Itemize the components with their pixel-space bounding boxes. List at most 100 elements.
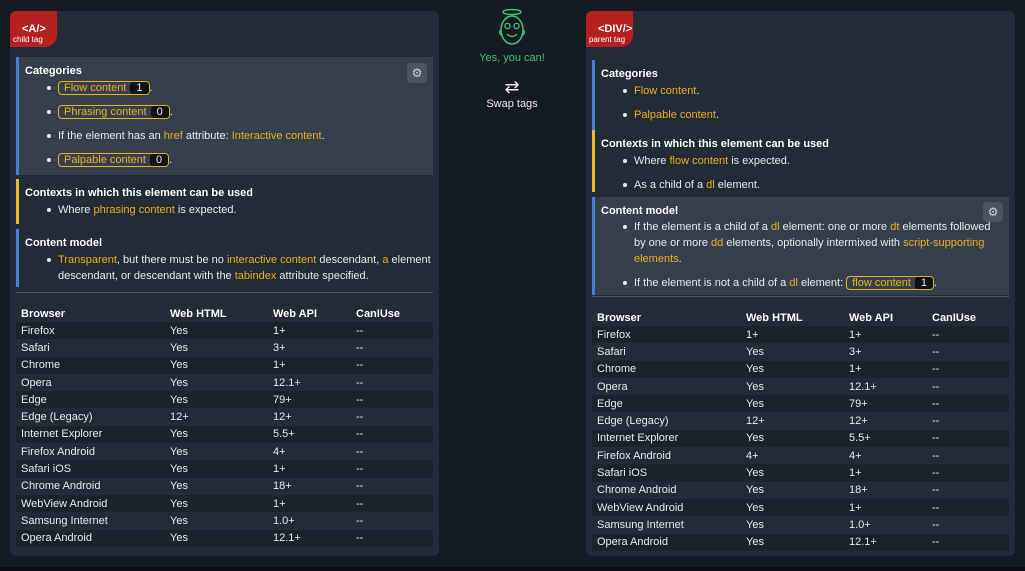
table-cell: --	[351, 512, 433, 530]
list-item: If the element is a child of a dl elemen…	[601, 219, 1009, 267]
table-cell: 1+	[268, 322, 351, 340]
table-row: Opera Yes 12.1+ --	[16, 373, 433, 392]
contexts-section: Contexts in which this element can be us…	[16, 179, 433, 224]
table-cell: Safari	[592, 343, 741, 361]
table-cell: Edge (Legacy)	[16, 408, 165, 426]
dl-link[interactable]: dl	[770, 221, 780, 233]
gear-icon[interactable]: ⚙	[983, 202, 1003, 222]
table-row: WebView Android Yes 1+ --	[592, 498, 1009, 517]
table-cell: --	[351, 339, 433, 357]
table-cell: Yes	[165, 322, 268, 340]
transparent-link[interactable]: Transparent	[58, 254, 117, 266]
content-model-section: Content model Transparent, but there mus…	[16, 229, 433, 287]
column-header: Browser	[597, 311, 642, 324]
table-cell: Samsung Internet	[592, 516, 741, 534]
a-element-link[interactable]: a	[382, 254, 389, 266]
flow-content-pill[interactable]: flow content 1	[846, 276, 935, 290]
swap-icon[interactable]: ⇄	[504, 77, 520, 97]
flow-content-link[interactable]: flow content	[669, 155, 729, 167]
table-cell: Yes	[741, 377, 844, 396]
table-cell: Firefox	[592, 326, 741, 344]
table-cell: WebView Android	[592, 498, 741, 517]
swap-tags-button[interactable]: Swap tags	[486, 98, 538, 110]
table-cell: --	[927, 412, 1009, 430]
table-cell: 12.1+	[268, 529, 351, 547]
table-cell: Chrome	[592, 360, 741, 378]
table-cell: --	[927, 464, 1009, 482]
table-cell: Opera	[592, 377, 741, 396]
dl-link[interactable]: dl	[789, 277, 798, 289]
table-cell: --	[351, 443, 433, 461]
table-cell: 4+	[844, 447, 927, 465]
table-cell: 3+	[268, 339, 351, 357]
table-cell: --	[927, 516, 1009, 534]
palpable-content-link[interactable]: Palpable content	[634, 109, 716, 121]
table-cell: Chrome Android	[16, 477, 165, 495]
list-item: Phrasing content 0.	[25, 104, 433, 120]
table-cell: Yes	[165, 425, 268, 444]
table-row: Chrome Android Yes 18+ --	[16, 477, 433, 495]
table-cell: Yes	[165, 373, 268, 392]
dd-link[interactable]: dd	[711, 237, 724, 249]
table-cell: Firefox Android	[592, 447, 741, 465]
table-cell: Internet Explorer	[592, 429, 741, 448]
palpable-content-pill[interactable]: Palpable content 0	[58, 153, 170, 167]
categories-title: Categories	[25, 65, 82, 77]
table-cell: 12.1+	[844, 533, 927, 551]
categories-section: Categories Flow content. Palpable conten…	[592, 60, 1009, 131]
table-cell: Safari iOS	[16, 460, 165, 478]
result-message: Yes, you can!	[479, 52, 545, 64]
contexts-section: Contexts in which this element can be us…	[592, 130, 1009, 192]
table-cell: 12.1+	[844, 377, 927, 396]
table-row: Edge (Legacy) 12+ 12+ --	[16, 408, 433, 426]
table-cell: 1+	[844, 498, 927, 517]
phrasing-content-pill[interactable]: Phrasing content 0	[58, 105, 170, 119]
list-item: If the element is not a child of a dl el…	[601, 275, 1009, 291]
content-model-title: Content model	[25, 237, 102, 249]
table-row: Opera Yes 12.1+ --	[592, 377, 1009, 396]
list-item: Flow content.	[601, 83, 1009, 99]
table-cell: Yes	[165, 391, 268, 409]
table-cell: Chrome	[16, 356, 165, 374]
child-tag-badge: <A/> child tag	[10, 11, 57, 47]
dt-link[interactable]: dt	[890, 221, 900, 233]
gear-icon[interactable]: ⚙	[407, 63, 427, 83]
tabindex-link[interactable]: tabindex	[234, 270, 277, 282]
column-header: Web HTML	[170, 307, 227, 320]
table-cell: Yes	[741, 343, 844, 361]
table-row: Opera Android Yes 12.1+ --	[592, 533, 1009, 551]
href-link[interactable]: href	[163, 130, 183, 142]
table-cell: Chrome Android	[592, 481, 741, 499]
interactive-content-link[interactable]: Interactive content	[231, 130, 322, 142]
table-cell: Edge (Legacy)	[592, 412, 741, 430]
bottom-bar	[0, 567, 1025, 571]
table-cell: --	[927, 326, 1009, 344]
table-cell: 1.0+	[844, 516, 927, 534]
table-row: Safari Yes 3+ --	[16, 339, 433, 357]
flow-content-link[interactable]: Flow content	[634, 85, 697, 97]
table-cell: --	[927, 377, 1009, 396]
list-item: Transparent, but there must be no intera…	[25, 252, 433, 284]
table-cell: 79+	[844, 395, 927, 413]
phrasing-content-link[interactable]: phrasing content	[93, 204, 175, 216]
table-cell: 12.1+	[268, 373, 351, 392]
table-cell: --	[351, 529, 433, 547]
flow-content-pill[interactable]: Flow content 1	[58, 81, 150, 95]
contexts-title: Contexts in which this element can be us…	[601, 138, 829, 150]
table-cell: 12+	[165, 408, 268, 426]
table-row: Samsung Internet Yes 1.0+ --	[592, 516, 1009, 534]
interactive-content-link[interactable]: interactive content	[226, 254, 317, 266]
count-badge: 0	[150, 106, 169, 118]
dl-link[interactable]: dl	[706, 179, 715, 191]
table-row: Chrome Yes 1+ --	[16, 356, 433, 374]
table-cell: Edge	[16, 391, 165, 409]
table-cell: Yes	[741, 498, 844, 517]
compatibility-result: Yes, you can! ⇄ Swap tags	[470, 8, 554, 110]
column-header: Web HTML	[746, 311, 803, 324]
table-row: Chrome Android Yes 18+ --	[592, 481, 1009, 499]
script-supporting-link[interactable]: script-supporting elements	[634, 237, 985, 265]
table-cell: --	[927, 395, 1009, 413]
table-cell: 1+	[844, 360, 927, 378]
table-cell: Yes	[165, 356, 268, 374]
table-cell: Opera Android	[592, 533, 741, 551]
